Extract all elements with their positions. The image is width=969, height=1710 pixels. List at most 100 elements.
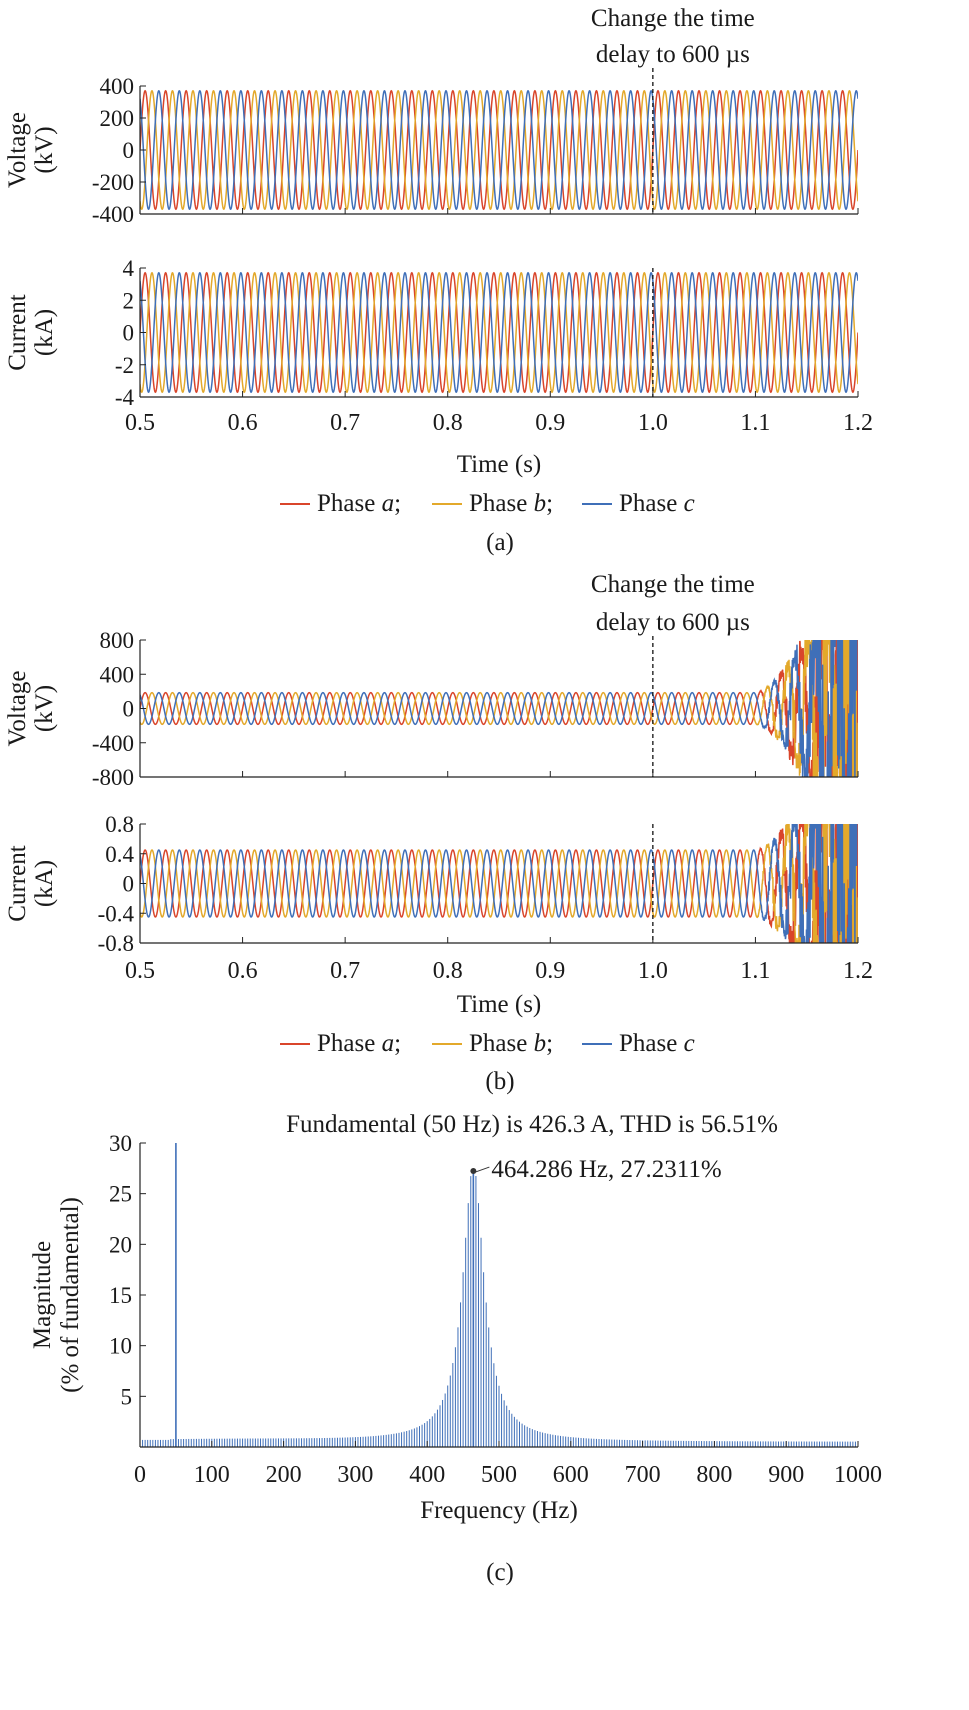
legend-prefix: Phase [317,490,382,517]
y-tick-label: 20 [109,1232,132,1257]
legend-variable: c [684,490,695,517]
y-axis-label-line1: Current [4,294,31,370]
peak-marker [470,1168,477,1175]
legend-separator: ; [394,1030,401,1057]
y-axis-label-line1: Voltage [4,671,31,747]
event-annotation-line2: delay to 600 µs [596,41,750,68]
y-axis-label: Voltage (kV) [4,112,58,188]
series-phase-c-line [140,824,858,943]
y-axis-label-line2: (kV) [31,685,58,732]
y-axis-label-line2: (kV) [31,126,58,173]
x-tick-label: 900 [768,1462,804,1488]
legend-prefix: Phase [469,490,534,517]
y-tick-label: 200 [100,106,135,131]
x-tick-label: 0.9 [535,958,565,984]
y-tick-label: -800 [92,765,134,790]
legend-prefix: Phase [619,490,684,517]
legend-prefix: Phase [619,1030,684,1057]
y-axis-label: Magnitude (% of fundamental) [29,1197,84,1393]
series-phase-a-line [140,89,858,211]
y-tick-label: -400 [92,202,134,227]
y-tick-label: -2 [115,353,134,378]
y-axis-label-line2: (kA) [31,309,58,356]
y-tick-label: 0.8 [105,812,134,837]
y-tick-label: -4 [115,385,135,410]
legend-separator: ; [546,490,553,517]
event-annotation-line1: Change the time [591,571,755,598]
series-phase-a-line [140,824,858,943]
panel-b-voltage: 800 400 0 -400 -800 Voltage (kV) [4,628,859,790]
legend-variable: b [534,490,547,517]
legend-variable: a [382,490,395,517]
legend-prefix: Phase [317,1030,382,1057]
chart-title: Fundamental (50 Hz) is 426.3 A, THD is 5… [286,1111,778,1138]
series-phase-b-line [140,89,858,211]
event-annotation-line2: delay to 600 µs [596,609,750,636]
y-axis-label-line1: Current [4,845,31,921]
y-axis-label: Current (kA) [4,294,58,370]
curves-voltage [140,89,858,211]
y-tick-label: -200 [92,170,134,195]
series-phase-c-line [140,640,858,777]
series-phase-a-line [140,640,858,777]
y-tick-label: 400 [100,662,135,687]
panel-a-current: 4 2 0 -2 -4 Current (kA) [4,256,859,410]
x-tick-label: 0.9 [535,410,565,436]
x-tick-label: 1.0 [638,410,668,436]
series-phase-c-line [140,89,858,211]
figure-caption: (a) [486,529,514,556]
x-axis-label: Frequency (Hz) [420,1497,578,1524]
x-tick-label: 1.0 [638,958,668,984]
y-tick-label: -0.8 [98,931,134,956]
curves-voltage [140,640,858,777]
x-tick-label: 1.1 [740,410,770,436]
legend-entry-phase-c: Phase c [619,490,695,517]
y-tick-label: 0 [123,321,135,346]
legend-entry-phase-c: Phase c [619,1030,695,1057]
event-annotation-line1: Change the time [591,5,755,32]
y-tick-label: 10 [109,1334,132,1359]
legend-separator: ; [394,490,401,517]
y-tick-label: 0 [123,872,135,897]
x-tick-label: 800 [696,1462,732,1488]
figure-b: Change the time delay to 600 µs 0.5 0.6 0.7 0… [125,571,873,1095]
y-axis-label: Current (kA) [4,845,58,921]
y-axis-label: Voltage (kV) [4,671,58,747]
y-tick-label: 2 [123,288,135,313]
x-tick-label: 400 [409,1462,445,1488]
y-axis-label-line1: Magnitude [29,1241,56,1349]
x-tick-label: 1.2 [843,410,873,436]
y-tick-label: 400 [100,74,135,99]
x-tick-label: 500 [481,1462,517,1488]
legend-separator: ; [546,1030,553,1057]
y-tick-label: -400 [92,731,134,756]
x-tick-label: 0 [134,1462,146,1488]
legend: Phase a; Phase b; Phase c [280,490,695,517]
peak-datatip-label: 464.286 Hz, 27.2311% [491,1156,721,1183]
legend-entry-phase-b: Phase b; [469,1030,553,1057]
curves-current [140,824,858,943]
legend: Phase a; Phase b; Phase c [280,1030,695,1057]
y-tick-label: 4 [123,256,135,281]
spectrum-bars [142,1143,859,1447]
panel-b-current: 0.8 0.4 0 -0.4 -0.8 Current (kA) [4,812,859,956]
figure-caption: (b) [485,1068,514,1095]
series-phase-c-line [140,272,858,393]
y-axis-label-line1: Voltage [4,112,31,188]
y-tick-label: 0 [123,697,135,722]
y-axis-label-line2: (kA) [31,860,58,907]
y-tick-label: 5 [121,1384,133,1409]
curves-current [140,271,858,394]
x-axis-label: Time (s) [457,451,542,478]
x-tick-label: 0.6 [228,410,258,436]
x-tick-label: 0.5 [125,958,155,984]
x-tick-label: 600 [553,1462,589,1488]
y-tick-label: 15 [109,1283,132,1308]
series-phase-b-line [140,824,858,943]
series-phase-b-line [140,640,858,777]
y-tick-label: 800 [100,628,135,653]
x-tick-label: 0.7 [330,410,360,436]
series-phase-a-line [140,271,858,394]
x-tick-label: 100 [194,1462,230,1488]
x-tick-label: 1.2 [843,958,873,984]
